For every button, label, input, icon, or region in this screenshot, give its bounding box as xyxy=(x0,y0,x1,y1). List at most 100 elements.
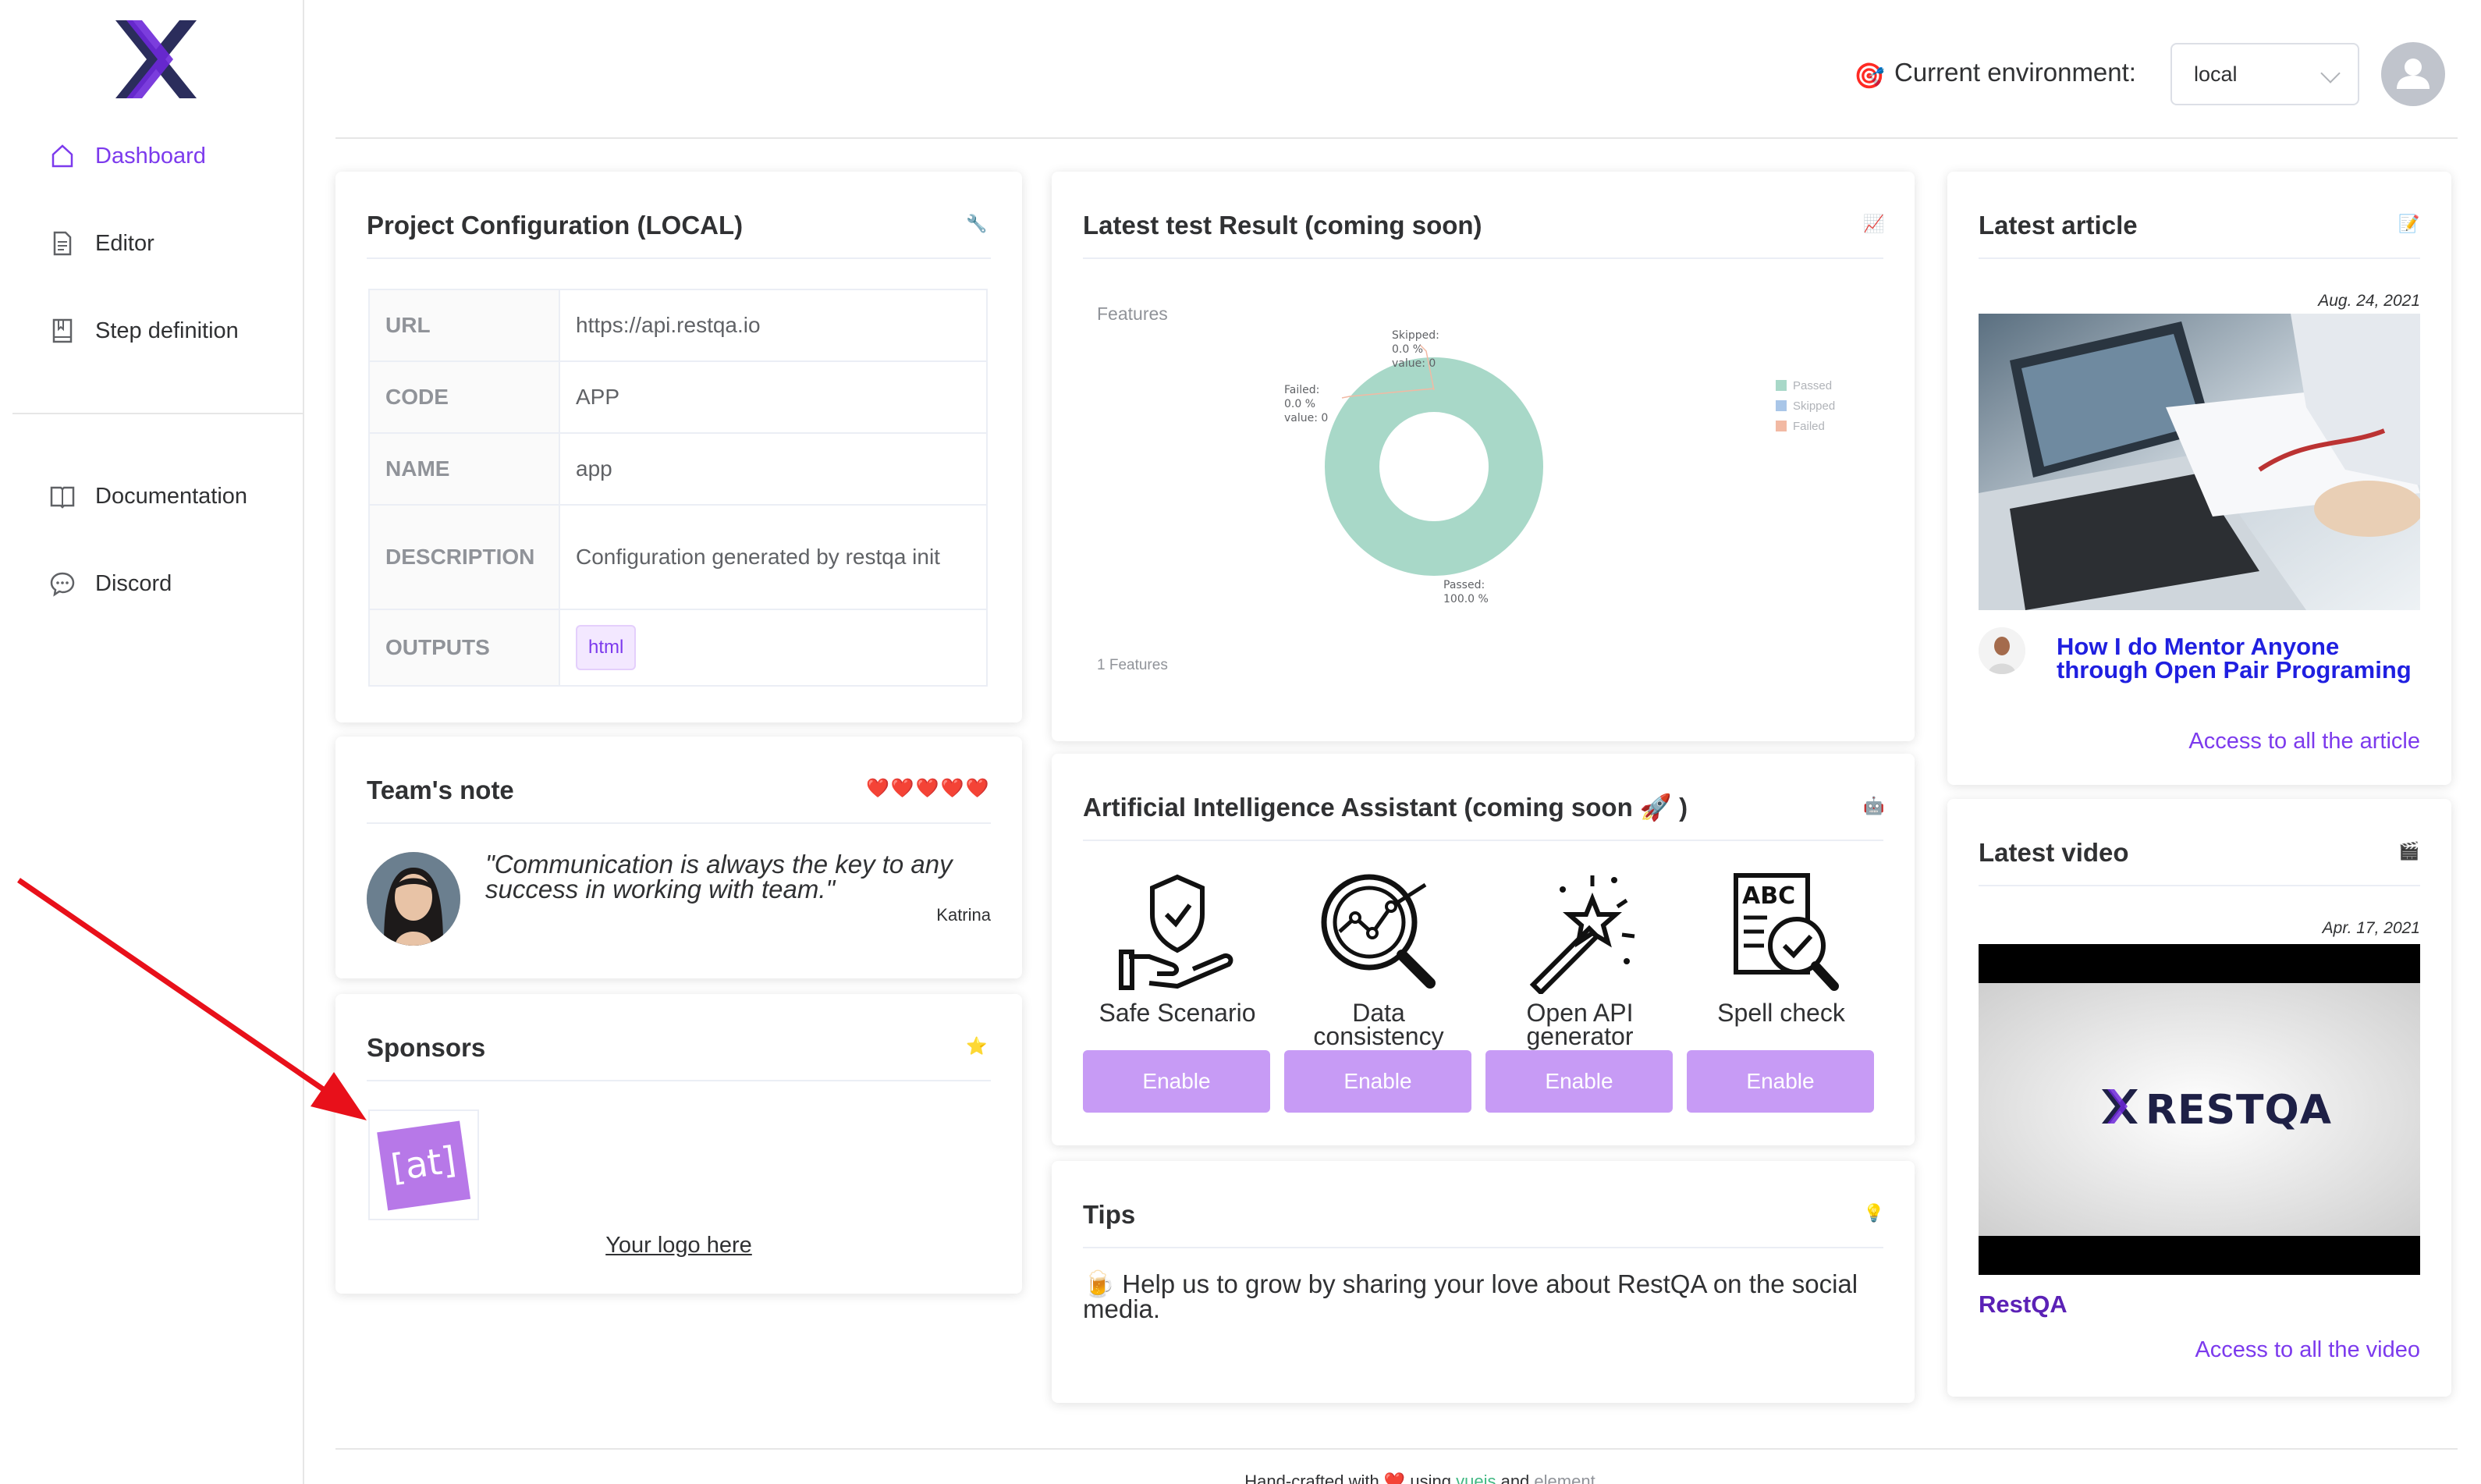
robot-icon: 🤖 xyxy=(1863,796,1885,815)
sponsors-card: Sponsors ⭐ [at] Your logo here xyxy=(335,994,1022,1294)
legend-swatch-passed xyxy=(1776,380,1787,391)
beer-icon: 🍺 xyxy=(1083,1269,1116,1298)
card-title: Artificial Intelligence Assistant (comin… xyxy=(1083,793,1688,822)
ai-feature-safe-scenario: Safe Scenario xyxy=(1083,869,1272,1049)
legend-label-skipped: Skipped xyxy=(1793,399,1835,413)
lightbulb-icon: 💡 xyxy=(1863,1203,1885,1223)
video-title-link[interactable]: RestQA xyxy=(1979,1291,2068,1318)
config-value: app xyxy=(559,432,988,506)
chart-icon: 📈 xyxy=(1863,214,1885,233)
team-note-author: Katrina xyxy=(936,905,991,925)
sidebar-item-label: Editor xyxy=(95,230,154,256)
sidebar-item-label: Dashboard xyxy=(95,143,206,169)
element-link[interactable]: element xyxy=(1534,1472,1595,1484)
notebook-icon xyxy=(52,318,73,343)
table-row: NAME app xyxy=(368,432,988,506)
table-row: DESCRIPTION Configuration generated by r… xyxy=(368,504,988,610)
card-divider xyxy=(1083,840,1883,841)
ai-feature-label: Spell check xyxy=(1717,999,1845,1027)
access-all-articles-link[interactable]: Access to all the article xyxy=(2188,729,2420,754)
card-title: Latest test Result (coming soon) xyxy=(1083,211,1482,240)
sidebar-item-label: Documentation xyxy=(95,483,248,509)
sponsor-logo[interactable]: [at] xyxy=(368,1109,479,1220)
config-value: https://api.restqa.io xyxy=(559,289,988,362)
header: 🎯 Current environment: local xyxy=(335,0,2458,139)
environment-label: Current environment: xyxy=(1894,58,2136,87)
donut-slice-passed xyxy=(1325,357,1543,576)
document-icon xyxy=(53,231,72,256)
shield-hand-icon xyxy=(1119,874,1233,990)
user-icon xyxy=(2397,59,2430,89)
config-key: OUTPUTS xyxy=(368,609,560,687)
latest-video-card: Latest video 🎬 Apr. 17, 2021 RESTQA Rest… xyxy=(1947,799,2451,1397)
user-avatar-button[interactable] xyxy=(2381,42,2445,106)
your-logo-here-link[interactable]: Your logo here xyxy=(605,1233,752,1258)
environment-select[interactable]: local xyxy=(2170,43,2359,105)
restqa-logo[interactable] xyxy=(115,20,197,98)
sponsor-logo-text: [at] xyxy=(389,1138,459,1189)
tips-message: Help us to grow by sharing your love abo… xyxy=(1083,1269,1858,1323)
footer: Hand-crafted with ❤️ using vuejs and ele… xyxy=(0,1472,2481,1484)
access-all-videos-link[interactable]: Access to all the video xyxy=(2195,1337,2420,1362)
team-member-photo xyxy=(367,852,460,946)
memo-icon: 📝 xyxy=(2398,214,2420,233)
enable-spell-check-button[interactable]: Enable xyxy=(1687,1050,1874,1113)
home-icon xyxy=(51,144,73,168)
config-key: NAME xyxy=(368,432,560,506)
enable-open-api-generator-button[interactable]: Enable xyxy=(1485,1050,1673,1113)
footer-divider xyxy=(335,1448,2458,1450)
wrench-icon: 🔧 xyxy=(966,214,988,233)
enable-data-consistency-button[interactable]: Enable xyxy=(1284,1050,1471,1113)
magnifier-chart-icon xyxy=(1321,874,1436,989)
sidebar-item-documentation[interactable]: Documentation xyxy=(48,473,247,520)
video-thumbnail-text: RESTQA xyxy=(2146,1087,2332,1134)
test-result-donut-chart: Features Skipped: 0.0 % value: 0 Failed:… xyxy=(1097,304,1835,673)
sidebar-item-discord[interactable]: Discord xyxy=(48,560,172,607)
sidebar-item-dashboard[interactable]: Dashboard xyxy=(48,133,206,179)
hearts-icon: ❤️❤️❤️❤️❤️ xyxy=(866,778,991,799)
card-divider xyxy=(367,822,991,824)
config-value: Configuration generated by restqa init xyxy=(559,504,988,610)
chevron-down-icon xyxy=(2320,63,2341,83)
clapper-icon: 🎬 xyxy=(2398,841,2420,861)
tips-text: 🍺 Help us to grow by sharing your love a… xyxy=(1083,1269,1863,1323)
tips-card: Tips 💡 🍺 Help us to grow by sharing your… xyxy=(1052,1161,1915,1403)
book-icon xyxy=(50,486,75,509)
failed-data-label: Failed: 0.0 % value: 0 xyxy=(1284,384,1328,424)
legend-swatch-skipped xyxy=(1776,400,1787,411)
environment-value: local xyxy=(2194,62,2238,86)
footer-text: using xyxy=(1410,1472,1451,1484)
enable-safe-scenario-button[interactable]: Enable xyxy=(1083,1050,1270,1113)
team-note-card: Team's note ❤️❤️❤️❤️❤️ "Communication is… xyxy=(335,737,1022,978)
project-configuration-card: Project Configuration (LOCAL) 🔧 URL http… xyxy=(335,172,1022,722)
config-key: DESCRIPTION xyxy=(368,504,560,610)
video-date: Apr. 17, 2021 xyxy=(2322,919,2420,937)
legend-label-passed: Passed xyxy=(1793,379,1832,392)
target-icon: 🎯 xyxy=(1854,62,1885,90)
heart-icon: ❤️ xyxy=(1383,1472,1406,1484)
video-thumbnail[interactable]: RESTQA xyxy=(1979,944,2420,1275)
footer-text: Hand-crafted with xyxy=(1244,1472,1379,1484)
article-image[interactable] xyxy=(1979,314,2420,610)
magic-wand-icon xyxy=(1529,875,1635,996)
sidebar-item-editor[interactable]: Editor xyxy=(48,220,154,267)
latest-article-card: Latest article 📝 Aug. 24, 2021 xyxy=(1947,172,2451,785)
author-avatar xyxy=(1979,627,2025,674)
config-value: APP xyxy=(559,360,988,434)
vuejs-link[interactable]: vuejs xyxy=(1456,1472,1496,1484)
output-tag: html xyxy=(576,625,637,670)
article-headline-link[interactable]: How I do Mentor Anyone through Open Pair… xyxy=(2057,633,2412,683)
test-result-card: Latest test Result (coming soon) 📈 Featu… xyxy=(1052,172,1915,741)
chart-footer: 1 Features xyxy=(1097,657,1168,673)
legend-swatch-failed xyxy=(1776,421,1787,431)
footer-text: and xyxy=(1500,1472,1530,1484)
sidebar: Dashboard Editor Step definition Documen… xyxy=(0,0,304,1484)
ai-feature-open-api-generator: Open API generator xyxy=(1485,869,1674,1049)
sidebar-divider xyxy=(12,413,303,414)
spell-check-icon: ABC xyxy=(1734,873,1839,991)
config-key: CODE xyxy=(368,360,560,434)
ai-feature-data-consistency: Data consistency xyxy=(1284,869,1473,1049)
sidebar-item-step-definition[interactable]: Step definition xyxy=(48,307,239,354)
legend-label-failed: Failed xyxy=(1793,420,1825,433)
ai-feature-label: Safe Scenario xyxy=(1099,999,1256,1027)
